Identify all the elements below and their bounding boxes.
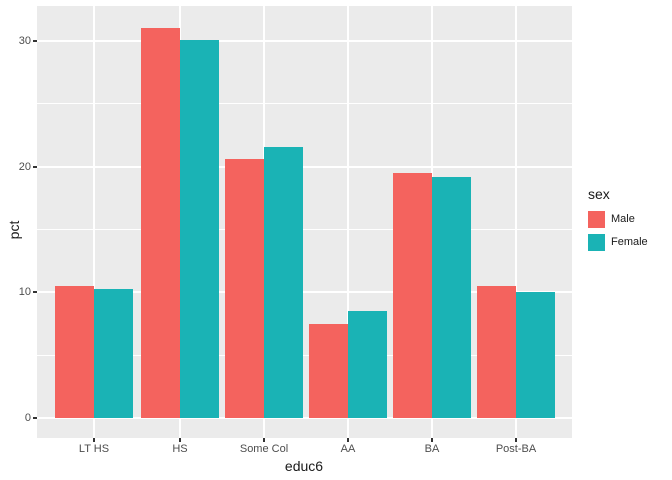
y-tick-mark-30 <box>33 39 37 42</box>
y-tick-label-10: 10 <box>18 286 31 299</box>
bar-female-post-ba <box>516 292 555 418</box>
x-tick-mark-some-col <box>263 438 265 442</box>
x-tick-mark-aa <box>347 438 349 442</box>
x-tick-label-aa: AA <box>340 443 356 455</box>
gridline-minor-y-25 <box>37 103 572 105</box>
gridline-major-y-30 <box>37 39 572 42</box>
gridline-minor-y-15 <box>37 228 572 230</box>
y-tick-label-0: 0 <box>24 412 31 424</box>
legend-label-male: Male <box>611 213 635 225</box>
gridline-major-x-post-ba <box>515 6 517 438</box>
x-tick-mark-hs <box>179 438 181 442</box>
bar-female-aa <box>348 311 387 418</box>
gridline-minor-y-5 <box>37 354 572 356</box>
legend-swatch-male <box>588 211 605 228</box>
x-tick-label-hs: HS <box>172 443 188 455</box>
bar-female-lt-hs <box>94 288 133 418</box>
bar-male-lt-hs <box>55 286 94 418</box>
bar-male-hs <box>141 28 180 418</box>
gridline-major-y-0 <box>37 417 572 419</box>
legend-title: sex <box>588 186 610 202</box>
y-tick-label-30: 30 <box>18 34 31 47</box>
gridline-major-y-10 <box>37 291 572 294</box>
y-tick-label-20: 20 <box>18 160 31 173</box>
x-tick-mark-ba <box>431 438 433 442</box>
x-tick-mark-post-ba <box>515 438 517 442</box>
gridline-major-x-lt-hs <box>93 6 95 438</box>
legend-swatch-female <box>588 234 605 251</box>
x-tick-label-lt-hs: LT HS <box>78 443 110 455</box>
gridline-major-x-aa <box>347 6 349 438</box>
legend-label-female: Female <box>611 236 648 248</box>
x-tick-mark-lt-hs <box>93 438 95 442</box>
x-tick-label-post-ba: Post-BA <box>495 443 537 455</box>
bar-male-some-col <box>225 159 264 418</box>
legend-item-female: Female <box>588 234 648 251</box>
x-tick-label-some-col: Some Col <box>239 443 289 455</box>
y-axis-title: pct <box>6 220 22 240</box>
bar-female-ba <box>432 176 471 418</box>
x-tick-label-ba: BA <box>424 443 440 455</box>
plot-panel <box>37 6 572 438</box>
y-tick-mark-10 <box>33 291 37 294</box>
bar-female-some-col <box>264 146 303 418</box>
y-tick-mark-0 <box>33 417 37 419</box>
legend-item-male: Male <box>588 211 648 228</box>
legend: sex Male Female <box>588 186 648 257</box>
legend-rows: Male Female <box>588 211 648 251</box>
bar-male-aa <box>309 323 348 418</box>
gridline-major-y-20 <box>37 165 572 168</box>
bar-male-ba <box>393 172 432 418</box>
y-tick-mark-20 <box>33 165 37 168</box>
x-axis-title: educ6 <box>284 458 324 474</box>
bar-female-hs <box>180 39 219 418</box>
bar-male-post-ba <box>477 286 516 418</box>
